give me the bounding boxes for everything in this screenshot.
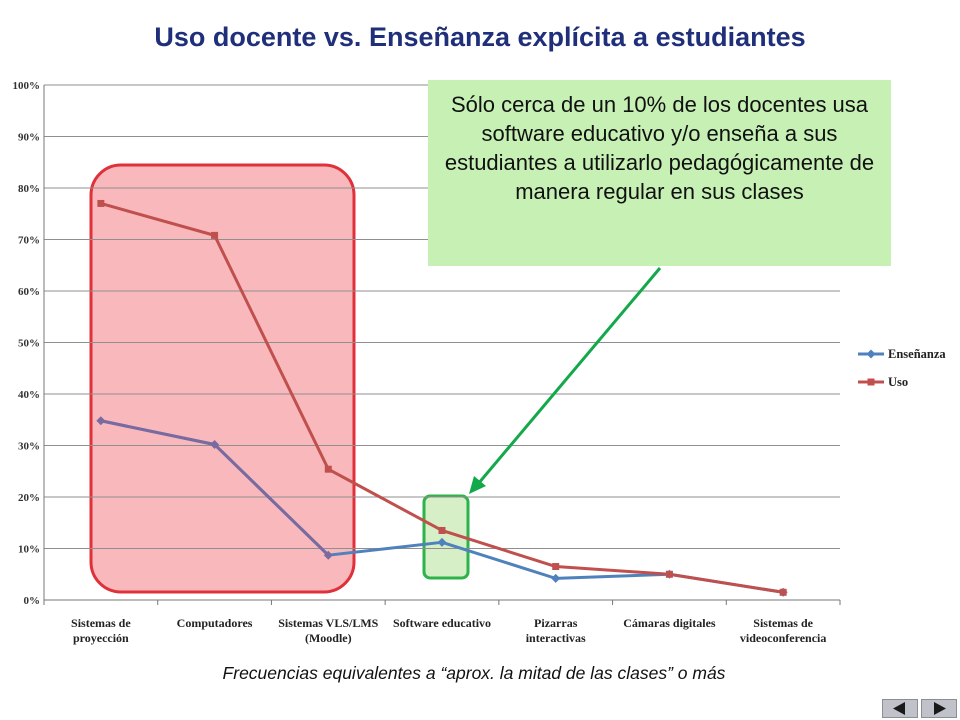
legend: Enseñanza Uso (858, 347, 946, 389)
y-tick-label: 0% (24, 595, 41, 607)
data-point-ensenanza (437, 537, 447, 547)
x-category-label-line: Sistemas VLS/LMS (278, 616, 378, 630)
x-category-label-line: Computadores (177, 616, 253, 630)
x-category-label: Sistemas de videoconferencia (740, 616, 826, 645)
data-point-ensenanza (210, 439, 220, 449)
data-point-uso (97, 199, 105, 207)
next-slide-button[interactable] (921, 699, 957, 718)
legend-marker (866, 349, 876, 359)
x-category-label: Sistemas VLS/LMS (Moodle) (278, 616, 378, 645)
x-category-label: Software educativo (393, 616, 491, 630)
y-tick-label: 40% (18, 389, 40, 401)
data-point-uso (438, 526, 446, 534)
data-point-uso (324, 465, 332, 473)
x-category-label: Sistemas de proyección (71, 616, 131, 645)
y-tick-label: 100% (13, 80, 41, 92)
highlight-box-red (89, 163, 356, 594)
x-category-label-line: Sistemas de (71, 616, 131, 630)
highlight-box-green (422, 494, 470, 580)
y-tick-label: 10% (18, 544, 40, 556)
x-category-label-line: Cámaras digitales (623, 616, 716, 630)
series-layer (96, 199, 788, 597)
y-tick-label: 50% (18, 338, 40, 350)
callout-arrow (469, 267, 662, 494)
y-tick-label: 20% (18, 492, 40, 504)
legend-label: Enseñanza (888, 347, 946, 361)
callout-box: Sólo cerca de un 10% de los docentes usa… (428, 80, 891, 266)
arrow-shaft (476, 267, 662, 485)
x-category-label-line: Pizarras (534, 616, 578, 630)
data-point-uso (779, 588, 787, 596)
data-point-ensenanza (551, 573, 561, 583)
legend-label: Uso (888, 375, 908, 389)
x-category-label-line: interactivas (526, 631, 586, 645)
highlight-layer (89, 163, 470, 594)
x-category-label-line: videoconferencia (740, 631, 826, 645)
x-category-label: Pizarras interactivas (526, 616, 586, 645)
x-category-label: Computadores (177, 616, 253, 630)
y-tick-label: 80% (18, 183, 40, 195)
footer-caption: Frecuencias equivalentes a “aprox. la mi… (222, 663, 726, 683)
x-category-label-line: proyección (73, 631, 129, 645)
legend-marker (867, 378, 875, 386)
x-category-label: Cámaras digitales (623, 616, 716, 630)
y-tick-label: 60% (18, 286, 40, 298)
y-tick-label: 90% (18, 132, 40, 144)
y-tick-label: 70% (18, 235, 40, 247)
x-category-label-line: Software educativo (393, 616, 491, 630)
data-point-ensenanza (96, 416, 106, 426)
previous-slide-button[interactable] (882, 699, 918, 718)
slide-title: Uso docente vs. Enseñanza explícita a es… (154, 22, 806, 52)
triangle-left-icon (893, 702, 905, 715)
data-point-uso (665, 570, 673, 578)
y-tick-label: 30% (18, 441, 40, 453)
triangle-right-icon (934, 702, 946, 715)
x-category-label-line: Sistemas de (753, 616, 813, 630)
x-category-label-line: (Moodle) (305, 631, 352, 645)
data-point-ensenanza (323, 550, 333, 560)
data-point-uso (552, 563, 560, 571)
arrow-head (469, 476, 486, 494)
data-point-uso (211, 231, 219, 239)
